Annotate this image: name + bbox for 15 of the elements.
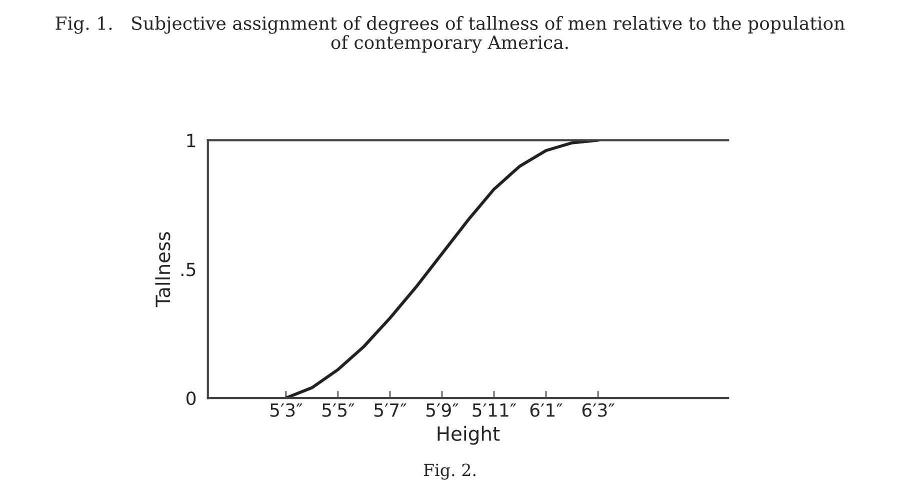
x-tick-label: 5′5″ <box>322 403 354 417</box>
x-tick-label: 6′3″ <box>582 403 615 417</box>
x-tick-label: 5′3″ <box>270 403 302 417</box>
x-axis-title: Height <box>438 426 500 445</box>
y-tick-label: 1 <box>187 134 196 148</box>
x-tick-label: 5′11″ <box>472 403 516 417</box>
x-tick-label: 6′1″ <box>530 403 563 417</box>
chart-title: Fig. 1. Subjective assignment of degrees of tallness of men relative to the population of contemporary America. <box>56 16 845 53</box>
x-tick-label: 5′9″ <box>426 403 458 417</box>
x-tick-label: 5′7″ <box>374 403 406 417</box>
y-axis-title: Tallness <box>155 232 170 308</box>
line-series <box>284 140 600 398</box>
y-tick-label: .5 <box>181 262 196 276</box>
y-tick-label: 0 <box>186 391 196 406</box>
caption: Fig. 2. <box>424 464 476 480</box>
